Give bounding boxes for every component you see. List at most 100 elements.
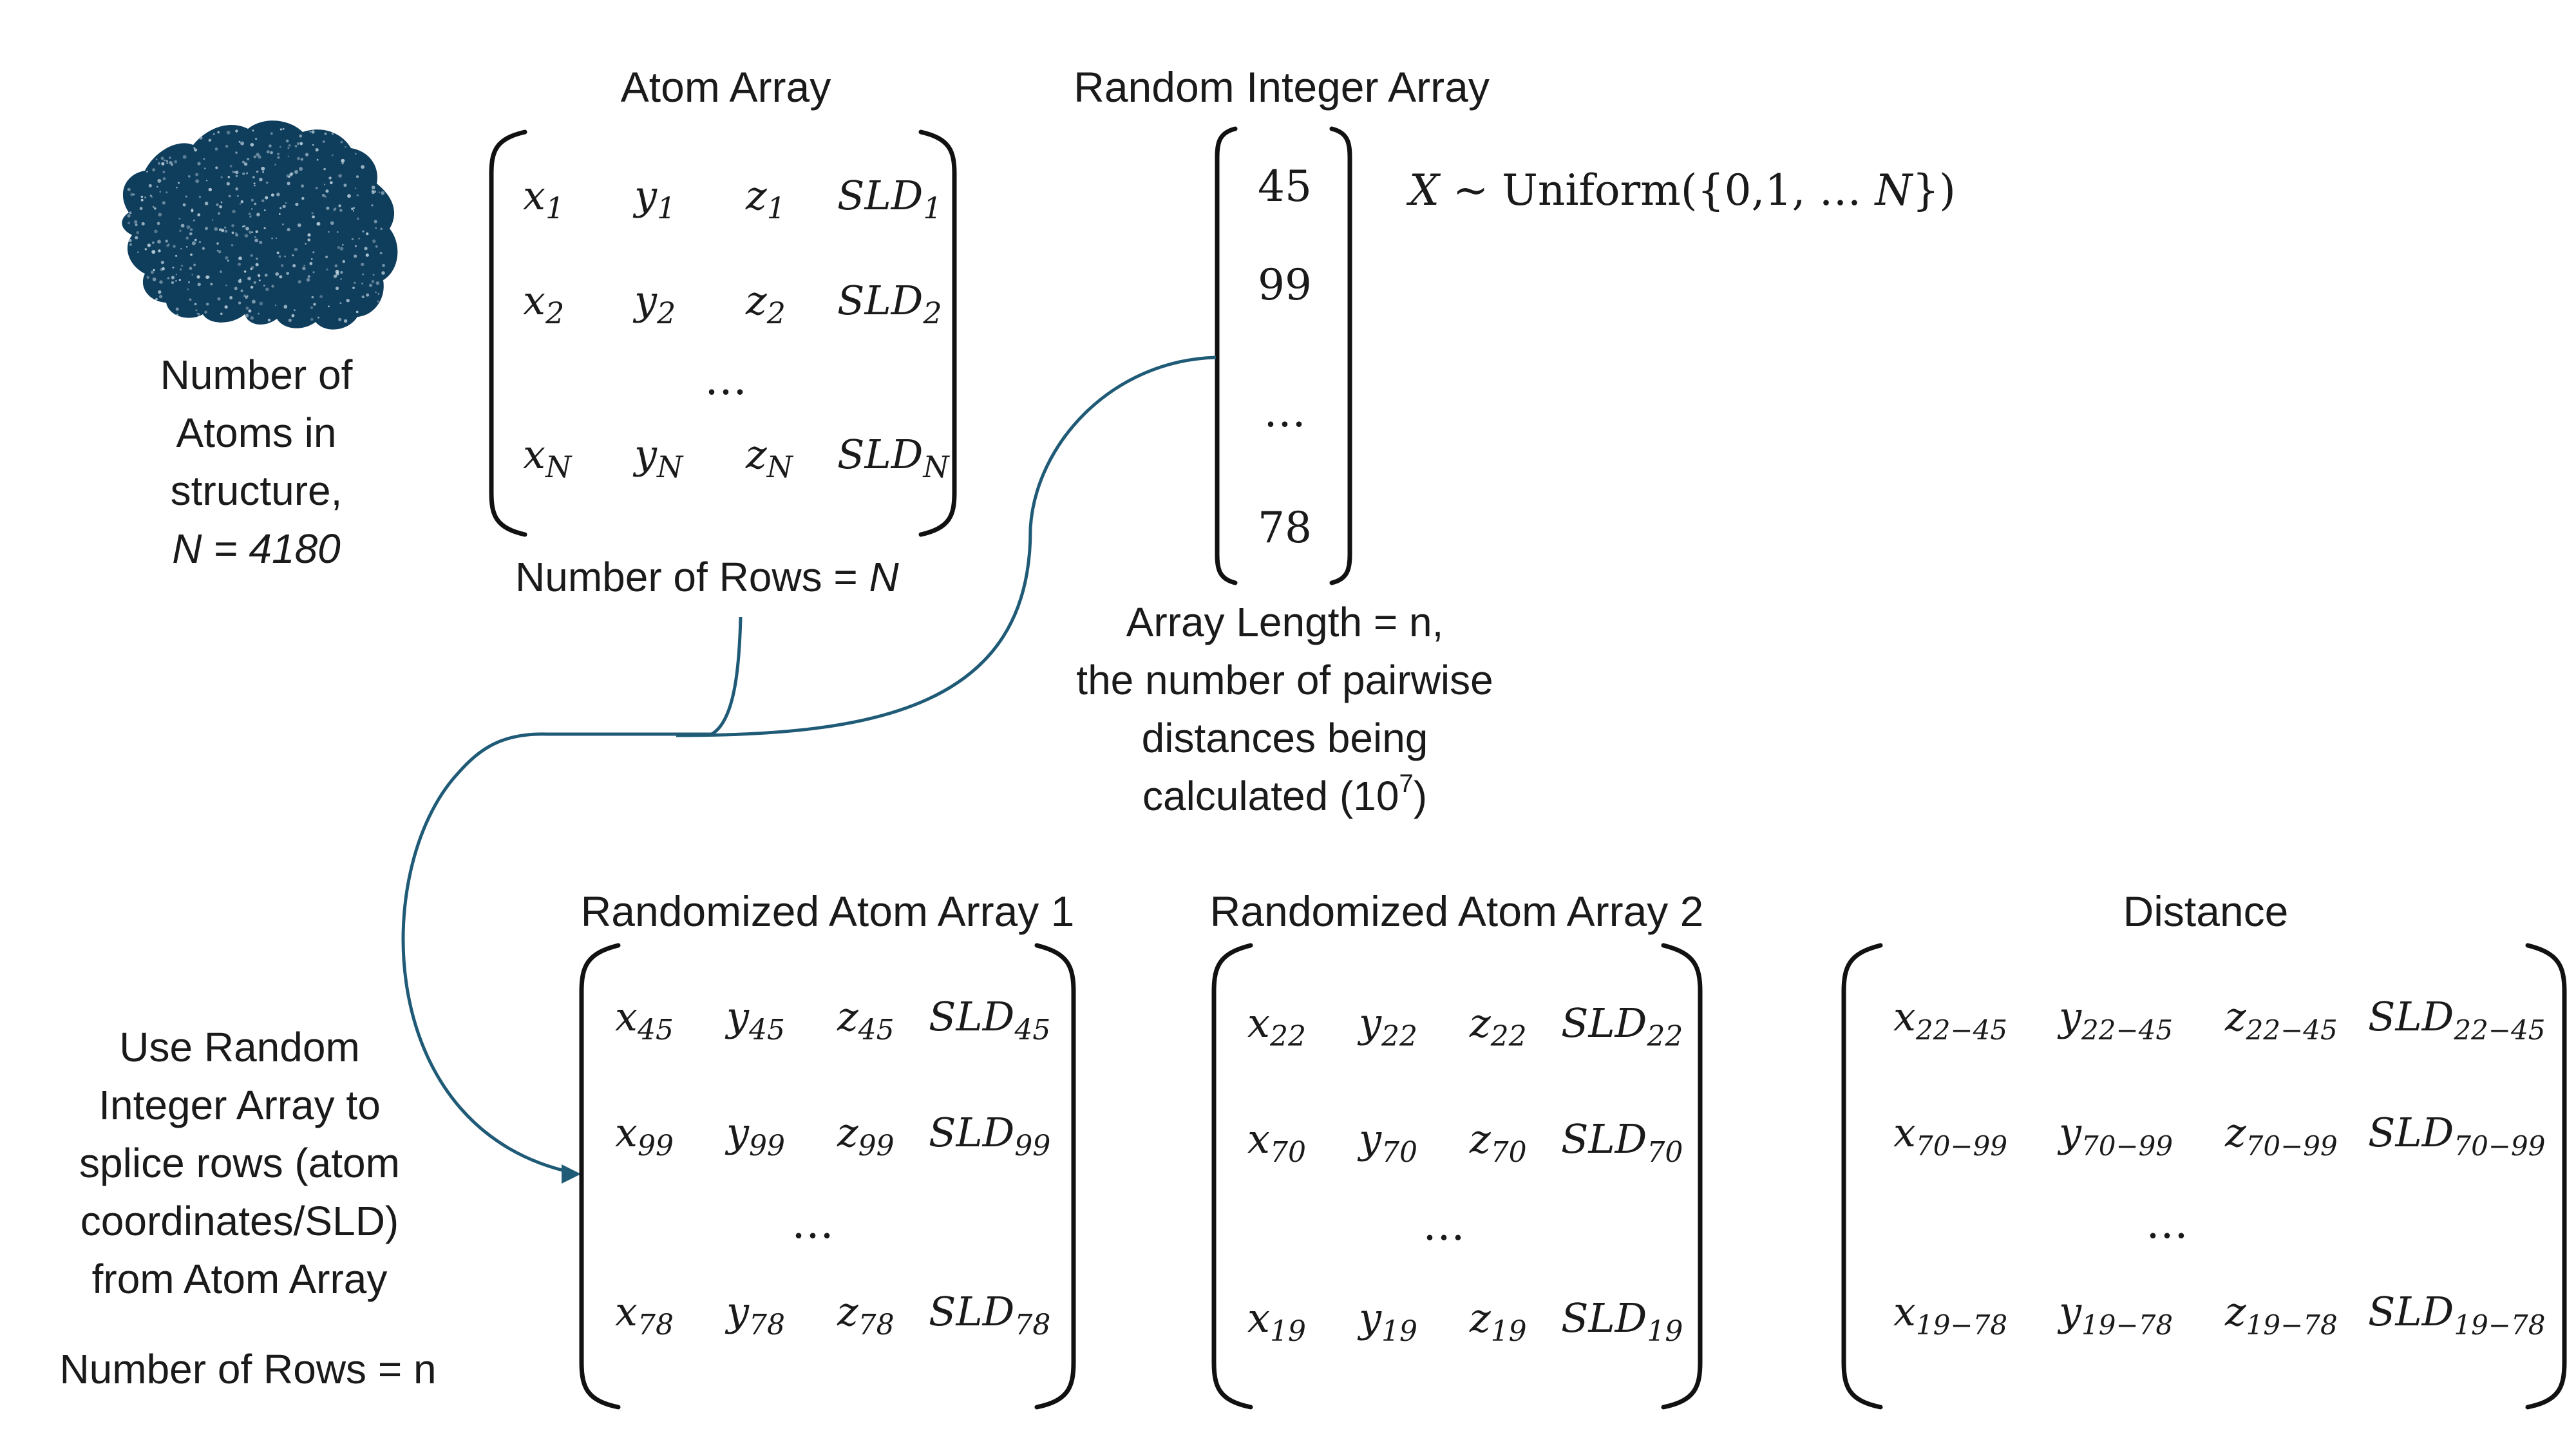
protein-speckle	[240, 289, 243, 292]
protein-speckle	[282, 223, 284, 225]
protein-speckle	[279, 146, 281, 148]
randomized-array-2-cell-z-row-3: z19	[1469, 1294, 1527, 1348]
protein-speckle	[224, 226, 227, 229]
protein-speckle	[261, 199, 265, 202]
protein-speckle	[175, 274, 178, 276]
splice-rows-label: Number of Rows = n	[59, 1346, 436, 1392]
cell-variable: SLD	[1561, 1115, 1647, 1162]
protein-speckle	[167, 277, 170, 279]
protein-speckle	[226, 130, 231, 135]
protein-speckle	[238, 140, 241, 143]
randomized-array-1-title: Randomized Atom Array 1	[581, 887, 1075, 935]
protein-speckle	[162, 267, 165, 270]
randomized-array-2-cell-sld-row-1: SLD22	[1561, 999, 1683, 1053]
protein-speckle	[286, 174, 290, 178]
protein-speckle	[166, 160, 169, 162]
cell-variable: x	[523, 277, 545, 324]
protein-speckle	[236, 194, 239, 197]
protein-speckle	[372, 274, 375, 276]
protein-speckle	[294, 144, 298, 147]
protein-speckle	[220, 312, 223, 316]
protein-speckle	[331, 154, 334, 156]
protein-speckle	[282, 128, 285, 130]
cell-variable: SLD	[2368, 1288, 2454, 1335]
protein-speckle	[323, 167, 326, 171]
protein-speckle	[162, 201, 166, 205]
protein-speckle	[178, 182, 180, 184]
cell-variable: z	[837, 993, 858, 1040]
cell-variable: y	[724, 1288, 750, 1335]
cell-variable: SLD	[2368, 993, 2454, 1040]
randomized-array-2-cell-x-row-3: x19	[1247, 1294, 1306, 1348]
protein-speckle	[361, 262, 365, 267]
protein-speckle	[217, 131, 220, 134]
protein-speckle	[297, 156, 300, 160]
protein-speckle	[354, 281, 356, 284]
cell-variable: y	[2057, 993, 2082, 1040]
protein-speckle	[338, 204, 341, 207]
protein-speckle	[156, 185, 158, 188]
protein-speckle	[228, 194, 231, 198]
protein-speckle	[299, 134, 303, 138]
array-length-close: )	[1414, 773, 1427, 819]
protein-speckle	[322, 140, 325, 143]
protein-speckle	[235, 170, 239, 175]
cell-variable: x	[1247, 1115, 1270, 1162]
protein-speckle	[235, 187, 239, 191]
protein-speckle	[307, 238, 311, 242]
protein-speckle	[346, 299, 350, 303]
protein-speckle	[312, 271, 315, 274]
randomized-array-1-cell-y-row-2: y99	[724, 1109, 785, 1162]
array-length-line-1: Array Length = n,	[1126, 599, 1444, 645]
random-array-value-2: 99	[1258, 260, 1312, 310]
protein-speckle	[180, 223, 185, 228]
cell-subscript: 22	[1381, 1020, 1417, 1053]
protein-speckle	[216, 203, 219, 207]
protein-speckle	[313, 303, 316, 306]
protein-speckle	[231, 231, 234, 234]
cell-variable: y	[632, 431, 658, 478]
protein-speckle	[319, 295, 323, 298]
protein-speckle	[310, 317, 314, 321]
random-array-left-bracket	[1215, 126, 1238, 585]
protein-speckle	[259, 301, 263, 306]
protein-speckle	[144, 248, 147, 251]
protein-speckle	[193, 263, 196, 267]
protein-speckle	[146, 171, 148, 173]
protein-speckle	[189, 232, 193, 236]
protein-speckle	[149, 194, 152, 197]
cell-subscript: 70−99	[2081, 1130, 2173, 1162]
protein-speckle	[205, 275, 209, 279]
protein-speckle	[243, 294, 246, 298]
cell-variable: z	[2224, 993, 2246, 1040]
protein-speckle	[246, 172, 249, 175]
cell-subscript: 19−78	[1916, 1309, 2007, 1341]
protein-speckle	[205, 227, 208, 231]
protein-speckle	[208, 187, 212, 192]
cell-subscript: 70	[1491, 1136, 1527, 1169]
protein-speckle	[265, 196, 269, 200]
protein-speckle	[256, 258, 258, 260]
protein-speckle	[326, 206, 330, 210]
protein-speckle	[330, 221, 334, 225]
protein-speckle	[208, 139, 211, 142]
protein-speckle	[317, 316, 319, 319]
protein-speckle	[190, 253, 193, 256]
protein-speckle	[271, 237, 273, 240]
protein-speckle	[311, 212, 314, 214]
protein-speckle	[254, 137, 258, 140]
cell-subscript: 19	[1381, 1315, 1417, 1348]
protein-speckle	[300, 158, 303, 161]
protein-speckle	[178, 279, 181, 281]
atom-array-cell-sld-row-3: SLDN	[837, 431, 950, 484]
protein-speckle	[247, 157, 250, 161]
protein-speckle	[235, 233, 239, 237]
protein-speckle	[194, 303, 197, 305]
randomized-array-2-ellipsis: …	[1423, 1200, 1465, 1250]
atom-array-cell-x-row-1: x1	[523, 172, 564, 225]
protein-speckle	[365, 253, 369, 257]
cell-variable: z	[1469, 999, 1491, 1046]
protein-speckle	[292, 254, 294, 256]
